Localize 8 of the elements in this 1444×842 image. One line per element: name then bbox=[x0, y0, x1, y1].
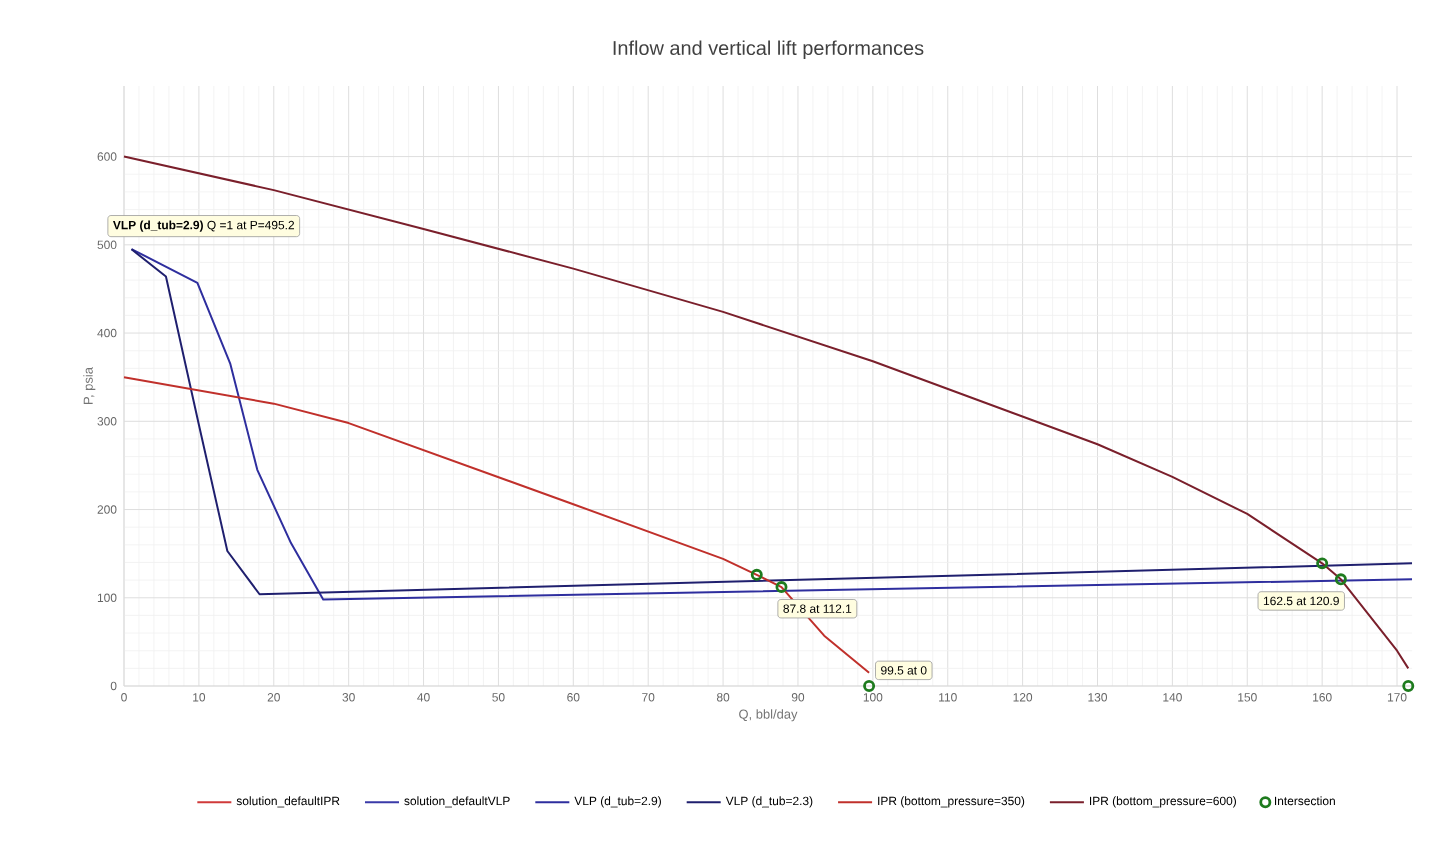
point bbox=[863, 680, 876, 692]
line-series bbox=[123, 376, 871, 674]
point bbox=[1402, 680, 1415, 692]
point bbox=[1334, 573, 1347, 586]
point bbox=[1316, 557, 1329, 570]
point bbox=[775, 581, 788, 594]
chart-title: Inflow and vertical lift performances bbox=[613, 40, 924, 59]
point bbox=[750, 568, 763, 581]
